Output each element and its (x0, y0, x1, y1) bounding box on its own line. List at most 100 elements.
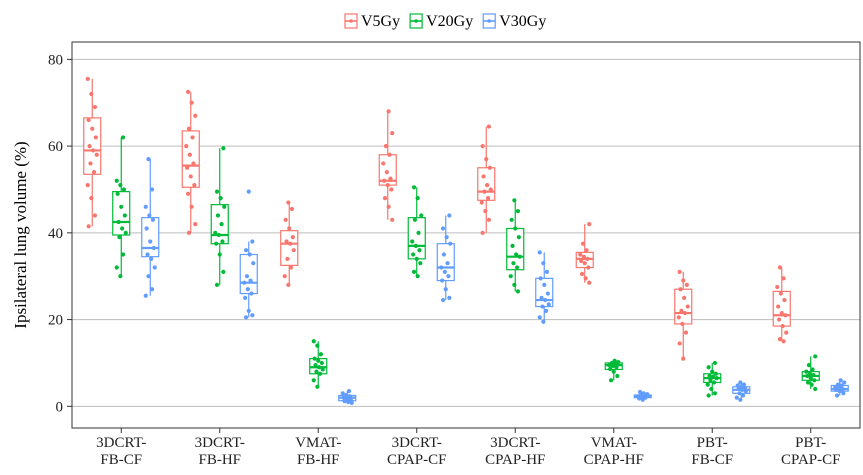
data-point (120, 226, 125, 231)
data-point (585, 256, 590, 261)
data-point (543, 308, 549, 313)
data-point (390, 217, 395, 222)
data-point (313, 363, 318, 368)
data-point (448, 241, 453, 246)
data-point (191, 161, 196, 166)
data-point (416, 230, 421, 235)
data-point (218, 196, 223, 201)
data-point (314, 369, 319, 374)
x-tick-label-line: VMAT- (295, 435, 341, 451)
data-point (708, 378, 713, 383)
data-point (149, 256, 154, 261)
data-point (115, 191, 120, 196)
data-point (149, 187, 155, 192)
data-point (841, 391, 846, 396)
data-point (247, 252, 252, 257)
x-tick-label-line: CPAP-HF (485, 452, 545, 468)
data-point (586, 265, 591, 270)
box-V20Gy-0 (112, 135, 131, 279)
data-point (734, 395, 739, 400)
box-body (772, 290, 791, 327)
data-point (542, 282, 547, 287)
box-V20Gy-7 (801, 354, 820, 392)
data-point (152, 265, 157, 270)
data-point (676, 315, 681, 320)
data-point (738, 397, 743, 402)
data-point (243, 248, 249, 253)
data-point (143, 293, 148, 298)
data-point (813, 354, 818, 359)
data-point (510, 243, 515, 248)
x-tick-label: 3DCRT-FB-CF (96, 435, 146, 468)
data-point (545, 291, 550, 296)
data-point (120, 135, 126, 140)
data-point (743, 389, 748, 394)
data-point (781, 276, 786, 281)
data-point (834, 387, 839, 392)
data-point (385, 183, 390, 188)
data-point (513, 226, 518, 231)
data-point (123, 230, 128, 235)
data-point (517, 254, 522, 259)
data-point (735, 383, 740, 388)
data-point (120, 252, 126, 257)
data-point (540, 304, 545, 309)
data-point (387, 152, 392, 157)
box-V20Gy-3 (407, 185, 426, 279)
data-point (146, 274, 151, 279)
data-point (681, 278, 686, 283)
data-point (776, 304, 781, 309)
data-point (88, 161, 93, 166)
data-point (479, 200, 484, 205)
data-point (711, 380, 717, 385)
data-point (579, 271, 585, 277)
box-body (141, 217, 160, 258)
box-body (83, 117, 102, 175)
data-point (419, 213, 424, 218)
data-point (443, 287, 448, 292)
data-point (186, 230, 192, 235)
data-point (611, 369, 616, 374)
data-point (515, 209, 521, 214)
data-point (386, 204, 391, 209)
data-point (390, 130, 395, 136)
data-point (149, 287, 155, 292)
data-point (346, 389, 352, 394)
data-point (290, 235, 295, 240)
data-point (838, 378, 843, 383)
data-point (92, 104, 98, 110)
data-point (221, 269, 226, 274)
box-V5Gy-6 (674, 269, 693, 361)
data-point (186, 126, 192, 131)
data-point (440, 226, 446, 231)
data-point (683, 330, 689, 335)
box-V30Gy-5 (633, 389, 652, 402)
grid-lines (72, 58, 860, 407)
box-body (436, 243, 455, 282)
x-tick-label-line: PBT- (697, 435, 728, 451)
data-point (145, 252, 150, 257)
data-point (487, 165, 492, 170)
legend-key-point (487, 19, 492, 23)
data-point (640, 397, 645, 402)
data-point (809, 382, 814, 387)
box-V30Gy-6 (732, 380, 751, 402)
legend-label: V30Gy (499, 13, 546, 30)
x-tick-label: 3DCRT-CPAP-HF (485, 435, 545, 468)
data-point (684, 282, 689, 287)
data-point (709, 386, 714, 392)
data-point (486, 217, 492, 222)
data-point (583, 276, 588, 281)
data-point (415, 196, 420, 201)
data-point (441, 252, 447, 257)
panel-border (71, 41, 861, 429)
box-body (112, 191, 131, 236)
data-point (482, 189, 487, 194)
box-V20Gy-1 (210, 146, 229, 287)
data-point (286, 200, 291, 205)
data-point (389, 187, 394, 192)
data-point (580, 241, 586, 246)
data-point (242, 280, 247, 285)
data-point (538, 276, 543, 281)
